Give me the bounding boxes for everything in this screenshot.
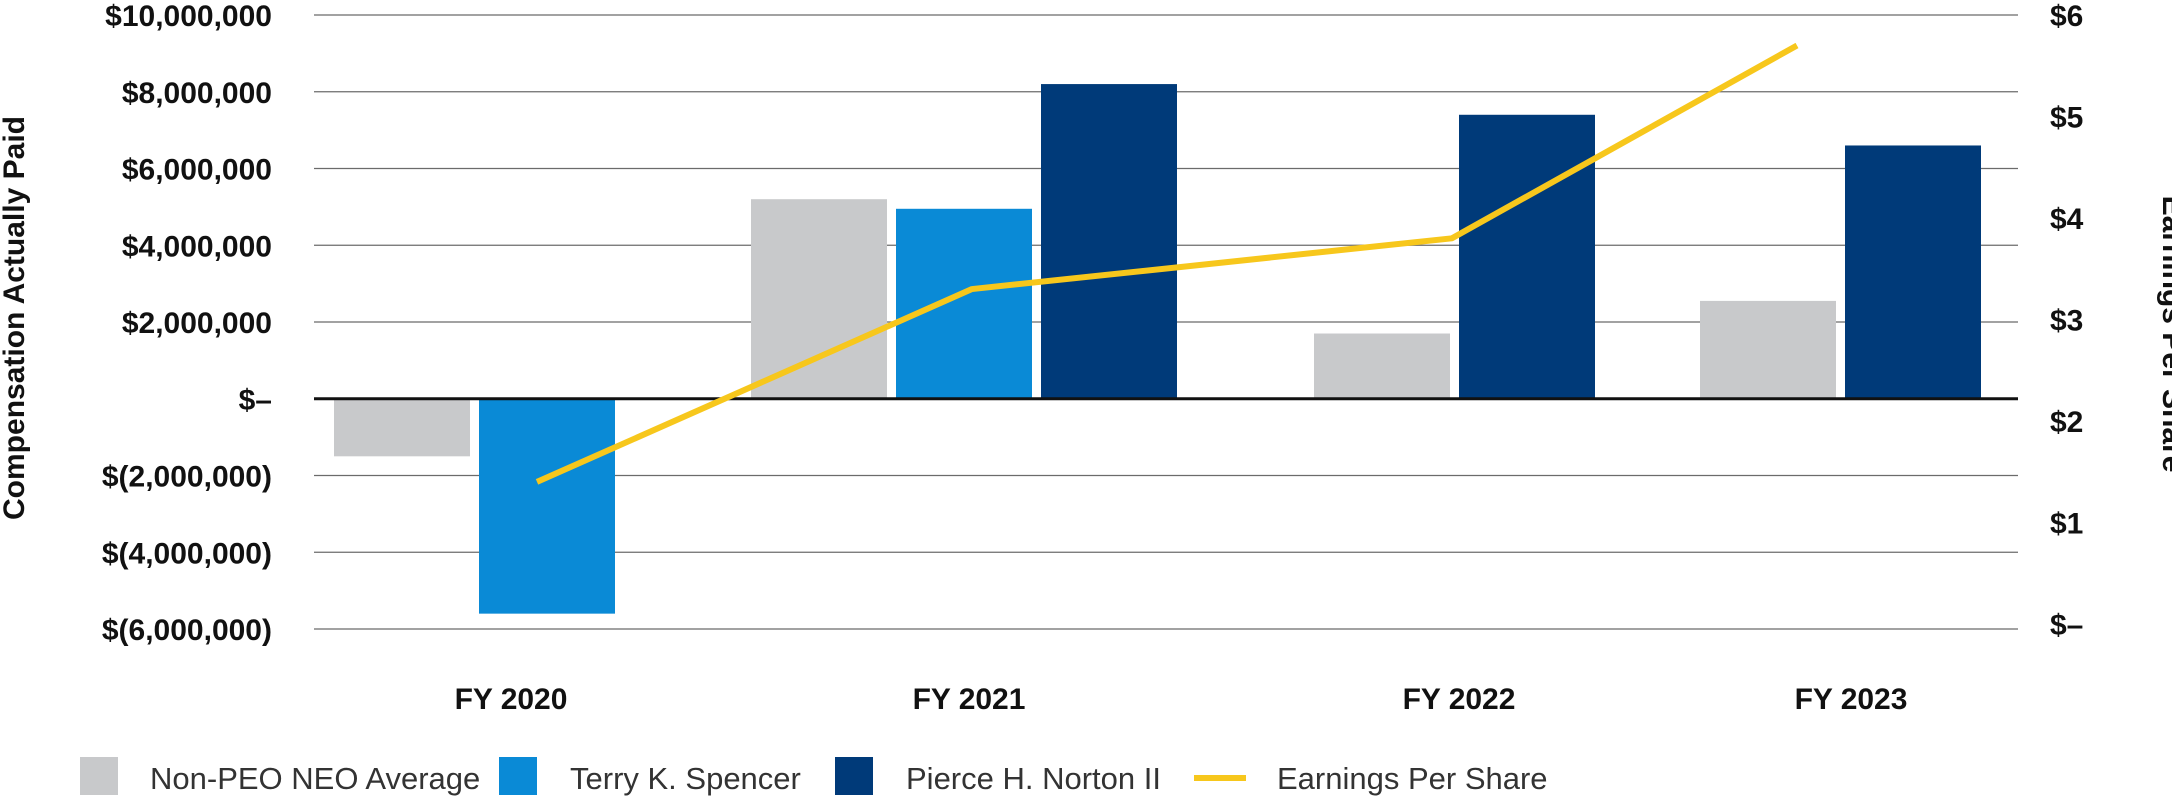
right-axis-ticks: $6 $5 $4 $3 $2 $1 $– bbox=[2050, 0, 2084, 642]
legend: Non-PEO NEO Average Terry K. Spencer Pierc… bbox=[80, 757, 1548, 796]
bars bbox=[334, 84, 1981, 614]
bar-pierce-h-norton-ii-fy-2021 bbox=[1041, 84, 1177, 399]
bar-terry-k-spencer-fy-2020 bbox=[479, 398, 615, 614]
y-tick-label: $2,000,000 bbox=[122, 307, 272, 340]
bar-pierce-h-norton-ii-fy-2022 bbox=[1459, 114, 1595, 399]
legend-label-earnings-per-share: Earnings Per Share bbox=[1277, 761, 1548, 796]
x-axis-ticks: FY 2020 FY 2021 FY 2022 FY 2023 bbox=[455, 683, 1908, 716]
eps-line bbox=[535, 42, 1799, 485]
y2-tick-label: $1 bbox=[2050, 508, 2083, 541]
bar-non-peo-neo-average-fy-2023 bbox=[1700, 300, 1836, 399]
y-tick-label: $– bbox=[239, 384, 272, 417]
bar-non-peo-neo-average-fy-2020 bbox=[334, 398, 470, 457]
y-tick-label: $(4,000,000) bbox=[102, 537, 272, 570]
y2-tick-label: $6 bbox=[2050, 0, 2083, 33]
y-tick-label: $10,000,000 bbox=[105, 0, 272, 33]
x-tick-label: FY 2021 bbox=[913, 683, 1026, 716]
y-tick-label: $8,000,000 bbox=[122, 77, 272, 110]
bar-non-peo-neo-average-fy-2022 bbox=[1314, 333, 1450, 399]
bar-non-peo-neo-average-fy-2021 bbox=[751, 199, 887, 399]
legend-swatch-non-peo-neo-average bbox=[80, 757, 118, 795]
y-tick-label: $4,000,000 bbox=[122, 230, 272, 263]
x-tick-label: FY 2020 bbox=[455, 683, 568, 716]
eps-line-group bbox=[535, 42, 1799, 485]
x-tick-label: FY 2022 bbox=[1403, 683, 1516, 716]
legend-label-pierce-h-norton-ii: Pierce H. Norton II bbox=[906, 761, 1161, 796]
y2-tick-label: $2 bbox=[2050, 406, 2083, 439]
y2-tick-label: $4 bbox=[2050, 203, 2084, 236]
y-tick-label: $(2,000,000) bbox=[102, 461, 272, 494]
y-tick-label: $6,000,000 bbox=[122, 154, 272, 187]
y-tick-label: $(6,000,000) bbox=[102, 614, 272, 647]
legend-label-terry-k-spencer: Terry K. Spencer bbox=[570, 761, 801, 796]
bar-pierce-h-norton-ii-fy-2023 bbox=[1845, 145, 1981, 399]
y2-axis-title: Earnings Per Share bbox=[2156, 196, 2172, 473]
legend-swatch-pierce-h-norton-ii bbox=[835, 757, 873, 795]
x-tick-label: FY 2023 bbox=[1795, 683, 1908, 716]
legend-swatch-terry-k-spencer bbox=[499, 757, 537, 795]
y2-tick-label: $– bbox=[2050, 609, 2083, 642]
legend-label-non-peo-neo-average: Non-PEO NEO Average bbox=[150, 761, 480, 796]
y2-tick-label: $3 bbox=[2050, 305, 2083, 338]
y-axis-title: Compensation Actually Paid bbox=[0, 116, 31, 520]
bar-terry-k-spencer-fy-2021 bbox=[896, 208, 1032, 399]
left-axis-ticks: $10,000,000 $8,000,000 $6,000,000 $4,000,00… bbox=[102, 0, 272, 647]
y2-tick-label: $5 bbox=[2050, 102, 2083, 135]
